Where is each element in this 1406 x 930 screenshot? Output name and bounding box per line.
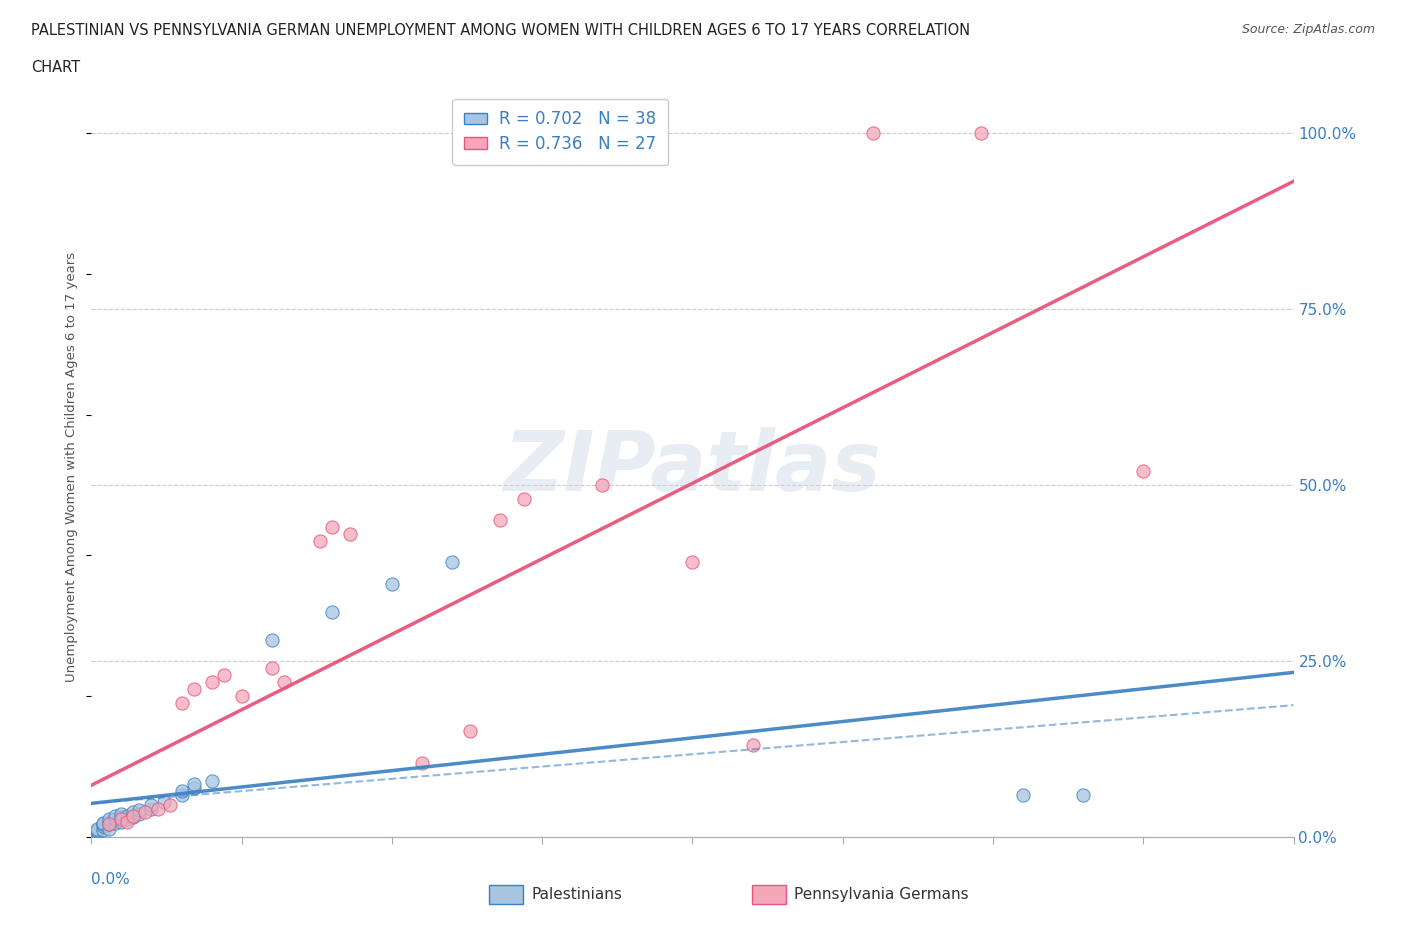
- Point: [110, 807, 132, 822]
- Point: [201, 773, 224, 788]
- Point: [681, 555, 703, 570]
- Point: [1071, 788, 1094, 803]
- Point: [93, 822, 115, 837]
- Legend: R = 0.702   N = 38, R = 0.736   N = 27: R = 0.702 N = 38, R = 0.736 N = 27: [453, 99, 668, 165]
- Point: [458, 724, 481, 738]
- Point: [201, 674, 224, 689]
- Point: [110, 810, 132, 825]
- Point: [591, 477, 613, 492]
- Point: [321, 520, 343, 535]
- Point: [321, 604, 343, 619]
- Text: CHART: CHART: [31, 60, 80, 75]
- Point: [513, 492, 536, 507]
- Point: [98, 821, 121, 836]
- Point: [122, 808, 145, 823]
- Point: [86, 824, 108, 839]
- Point: [122, 810, 145, 825]
- Point: [122, 805, 145, 820]
- Point: [170, 788, 193, 803]
- Point: [128, 803, 150, 817]
- Point: [1132, 463, 1154, 478]
- Text: Source: ZipAtlas.com: Source: ZipAtlas.com: [1241, 23, 1375, 36]
- Point: [159, 798, 181, 813]
- Point: [104, 816, 127, 830]
- Y-axis label: Unemployment Among Women with Children Ages 6 to 17 years: Unemployment Among Women with Children A…: [65, 252, 79, 683]
- Point: [117, 812, 139, 827]
- Point: [93, 816, 115, 830]
- Point: [104, 808, 127, 823]
- Point: [141, 802, 163, 817]
- Point: [117, 808, 139, 823]
- Point: [381, 576, 404, 591]
- Point: [183, 682, 205, 697]
- Point: [339, 526, 361, 541]
- Point: [260, 660, 283, 675]
- Point: [170, 696, 193, 711]
- Text: 0.0%: 0.0%: [91, 872, 131, 887]
- Point: [489, 512, 512, 527]
- Point: [183, 780, 205, 795]
- Point: [183, 777, 205, 791]
- Point: [93, 819, 115, 834]
- Point: [231, 689, 253, 704]
- Point: [98, 812, 121, 827]
- Point: [741, 738, 763, 753]
- Point: [86, 826, 108, 841]
- Point: [110, 814, 132, 829]
- Text: ZIPatlas: ZIPatlas: [503, 427, 882, 508]
- Point: [862, 126, 884, 140]
- Point: [260, 632, 283, 647]
- Point: [1012, 788, 1035, 803]
- Point: [970, 126, 993, 140]
- Point: [134, 805, 156, 820]
- Point: [104, 812, 127, 827]
- Point: [110, 812, 132, 827]
- Point: [93, 817, 115, 831]
- Point: [146, 802, 169, 817]
- Point: [273, 674, 295, 689]
- Text: Palestinians: Palestinians: [531, 887, 623, 902]
- Text: Pennsylvania Germans: Pennsylvania Germans: [794, 887, 969, 902]
- Point: [141, 798, 163, 813]
- Point: [152, 794, 174, 809]
- Text: PALESTINIAN VS PENNSYLVANIA GERMAN UNEMPLOYMENT AMONG WOMEN WITH CHILDREN AGES 6: PALESTINIAN VS PENNSYLVANIA GERMAN UNEMP…: [31, 23, 970, 38]
- Point: [308, 534, 330, 549]
- Point: [170, 784, 193, 799]
- Point: [128, 807, 150, 822]
- Point: [440, 555, 463, 570]
- Point: [86, 821, 108, 836]
- Point: [117, 814, 139, 829]
- Point: [98, 817, 121, 831]
- Point: [212, 668, 235, 683]
- Point: [411, 755, 433, 770]
- Point: [86, 822, 108, 837]
- Point: [98, 814, 121, 829]
- Point: [98, 817, 121, 831]
